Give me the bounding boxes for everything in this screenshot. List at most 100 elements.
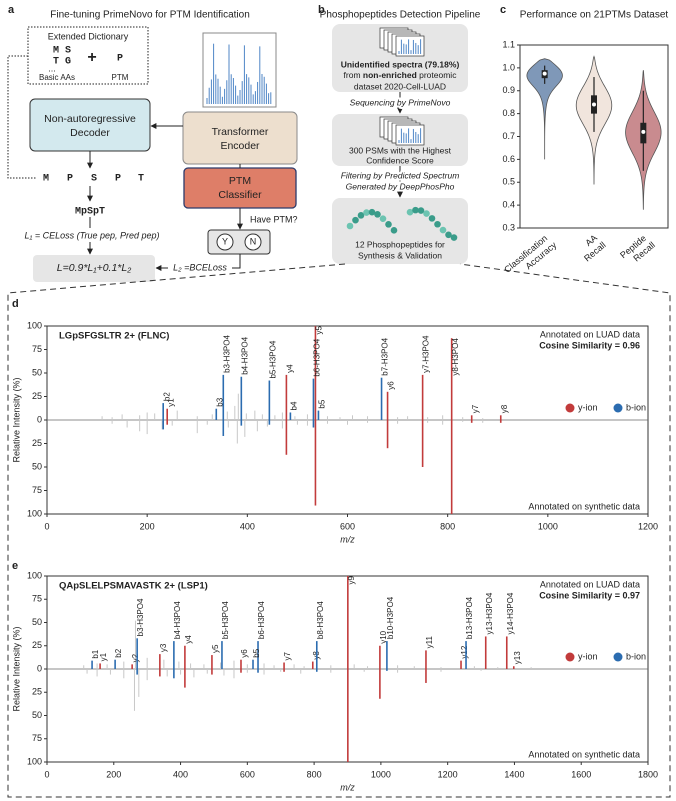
loss: L=0.9*L₁+0.1*L₂ [57,262,131,274]
x-tick-label: 1000 [538,521,558,531]
y-tick-label: 0.9 [502,85,515,95]
encoder-label: Transformer [212,126,269,138]
note: Annotated on LUAD data [540,579,640,589]
y-tick-label: 100 [27,320,42,330]
legend-marker [613,652,623,662]
y-tick-label: 25 [32,438,42,448]
classifier-label: PTM [229,175,251,187]
peak-label: y7 [471,404,480,413]
x-tick-label: 1400 [504,769,524,779]
step-box [332,24,468,92]
x-axis-label: m/z [340,782,355,792]
x-tick-label: 0 [44,521,49,531]
x-tick-label: 1000 [371,769,391,779]
peak-label: y6 [240,649,249,658]
peak-label: b5 [318,399,327,408]
violin-median [641,129,646,134]
step-text: dataset 2020-Cell-LUAD [354,81,446,91]
x-tick-label: 0 [44,769,49,779]
x-tick-label: 800 [440,521,455,531]
ptm-label: PTM [112,73,129,82]
step-text: non-enriched [363,70,417,80]
l1-loss: L₁ = CELoss (True pep, Pred pep) [25,230,160,240]
peak-label: b7-H3PO4 [381,337,390,375]
step-text: Confidence Score [366,155,434,165]
arrow-text: Filtering by Predicted Spectrum [341,170,460,180]
panel-label: a [8,4,15,16]
step-text: Synthesis & Validation [358,250,442,260]
chart-title: QApSLELPSMAVASTK 2+ (LSP1) [59,581,208,592]
atom [385,221,392,228]
y-tick-label: 100 [27,756,42,766]
atom [352,216,359,224]
peak-label: b4-H3PO4 [173,601,182,639]
step-text: Unidentified spectra (79.18%) [341,59,460,69]
spectrum-card [395,35,425,57]
peak-label: y5 [315,325,324,334]
arrow-text: Generated by DeepPhosPho [346,181,455,191]
peak-label: y10 [379,630,388,643]
classifier-label: Classifier [218,189,262,201]
atom [445,231,452,239]
peak-label: y1 [99,652,108,661]
peak-label: y2 [131,653,140,662]
atom [434,220,441,228]
spectrum-card [395,124,425,146]
x-tick-label: 200 [140,521,155,531]
peak-label: y3 [159,643,168,652]
l2-loss: L₂ =BCELoss [173,262,227,272]
peak-label: b8-H3PO4 [316,601,325,639]
loss-box [33,255,155,282]
dictionary-row: T G [53,57,71,68]
violin-body [526,58,563,160]
similarity: Cosine Similarity = 0.96 [539,340,640,350]
peak-label: b1 [91,649,100,658]
y-tick-label: 75 [32,733,42,743]
token: P [115,174,121,185]
arrow-text: Sequencing by PrimeNovo [350,97,451,107]
have-ptm: Have PTM? [250,214,298,224]
dictionary-row: M S [53,46,71,57]
peak-label: b13-H3PO4 [465,596,474,639]
peak-label: b3 [215,397,224,406]
x-axis-label: m/z [340,534,355,544]
peak-label: b5 [252,648,261,657]
atom [439,226,447,234]
peak-label: y1 [166,398,175,407]
atom [374,211,381,218]
atom [363,209,370,216]
peak-label: y11 [425,636,434,649]
panel-label: b [318,4,325,16]
dictionary-row: ... [48,63,56,73]
atom [390,227,398,234]
chart-title: LGpSFGSLTR 2+ (FLNC) [59,331,169,342]
x-tick-label: 1200 [438,769,458,779]
y-tick-label: 0 [37,414,42,424]
peak-label: y13 [513,651,522,664]
peak-label: y7-H3PO4 [422,335,431,373]
y-tick-label: 1.0 [502,62,515,72]
step-text: from [344,70,363,80]
panel-label: e [12,560,18,572]
peak-label: b2 [162,392,171,401]
feedback-line [7,55,36,179]
chart-title: Performance on 21PTMs Dataset [520,10,669,21]
peak-label: y4 [184,635,193,644]
y-tick-label: 0.8 [502,108,515,118]
step-text: 12 Phosphopeptides for [355,239,445,249]
x-tick-label: 1200 [638,521,658,531]
token: M [43,174,49,185]
y-tick-label: 75 [32,344,42,354]
peak-label: y6 [387,381,396,390]
plus: + [87,49,96,66]
panel-a: Fine-tuning PrimeNovo for PTM Identifica… [7,10,298,282]
y-tick-label: 50 [32,710,42,720]
peak-label: y12 [460,645,469,658]
x-tick-label: 400 [173,769,188,779]
y-tick-label: 0 [37,663,42,673]
y-tick-label: 0.6 [502,154,515,164]
legend-marker [565,652,575,662]
atom [379,215,387,222]
legend-label: b-ion [626,651,646,661]
no-circle [244,233,262,251]
